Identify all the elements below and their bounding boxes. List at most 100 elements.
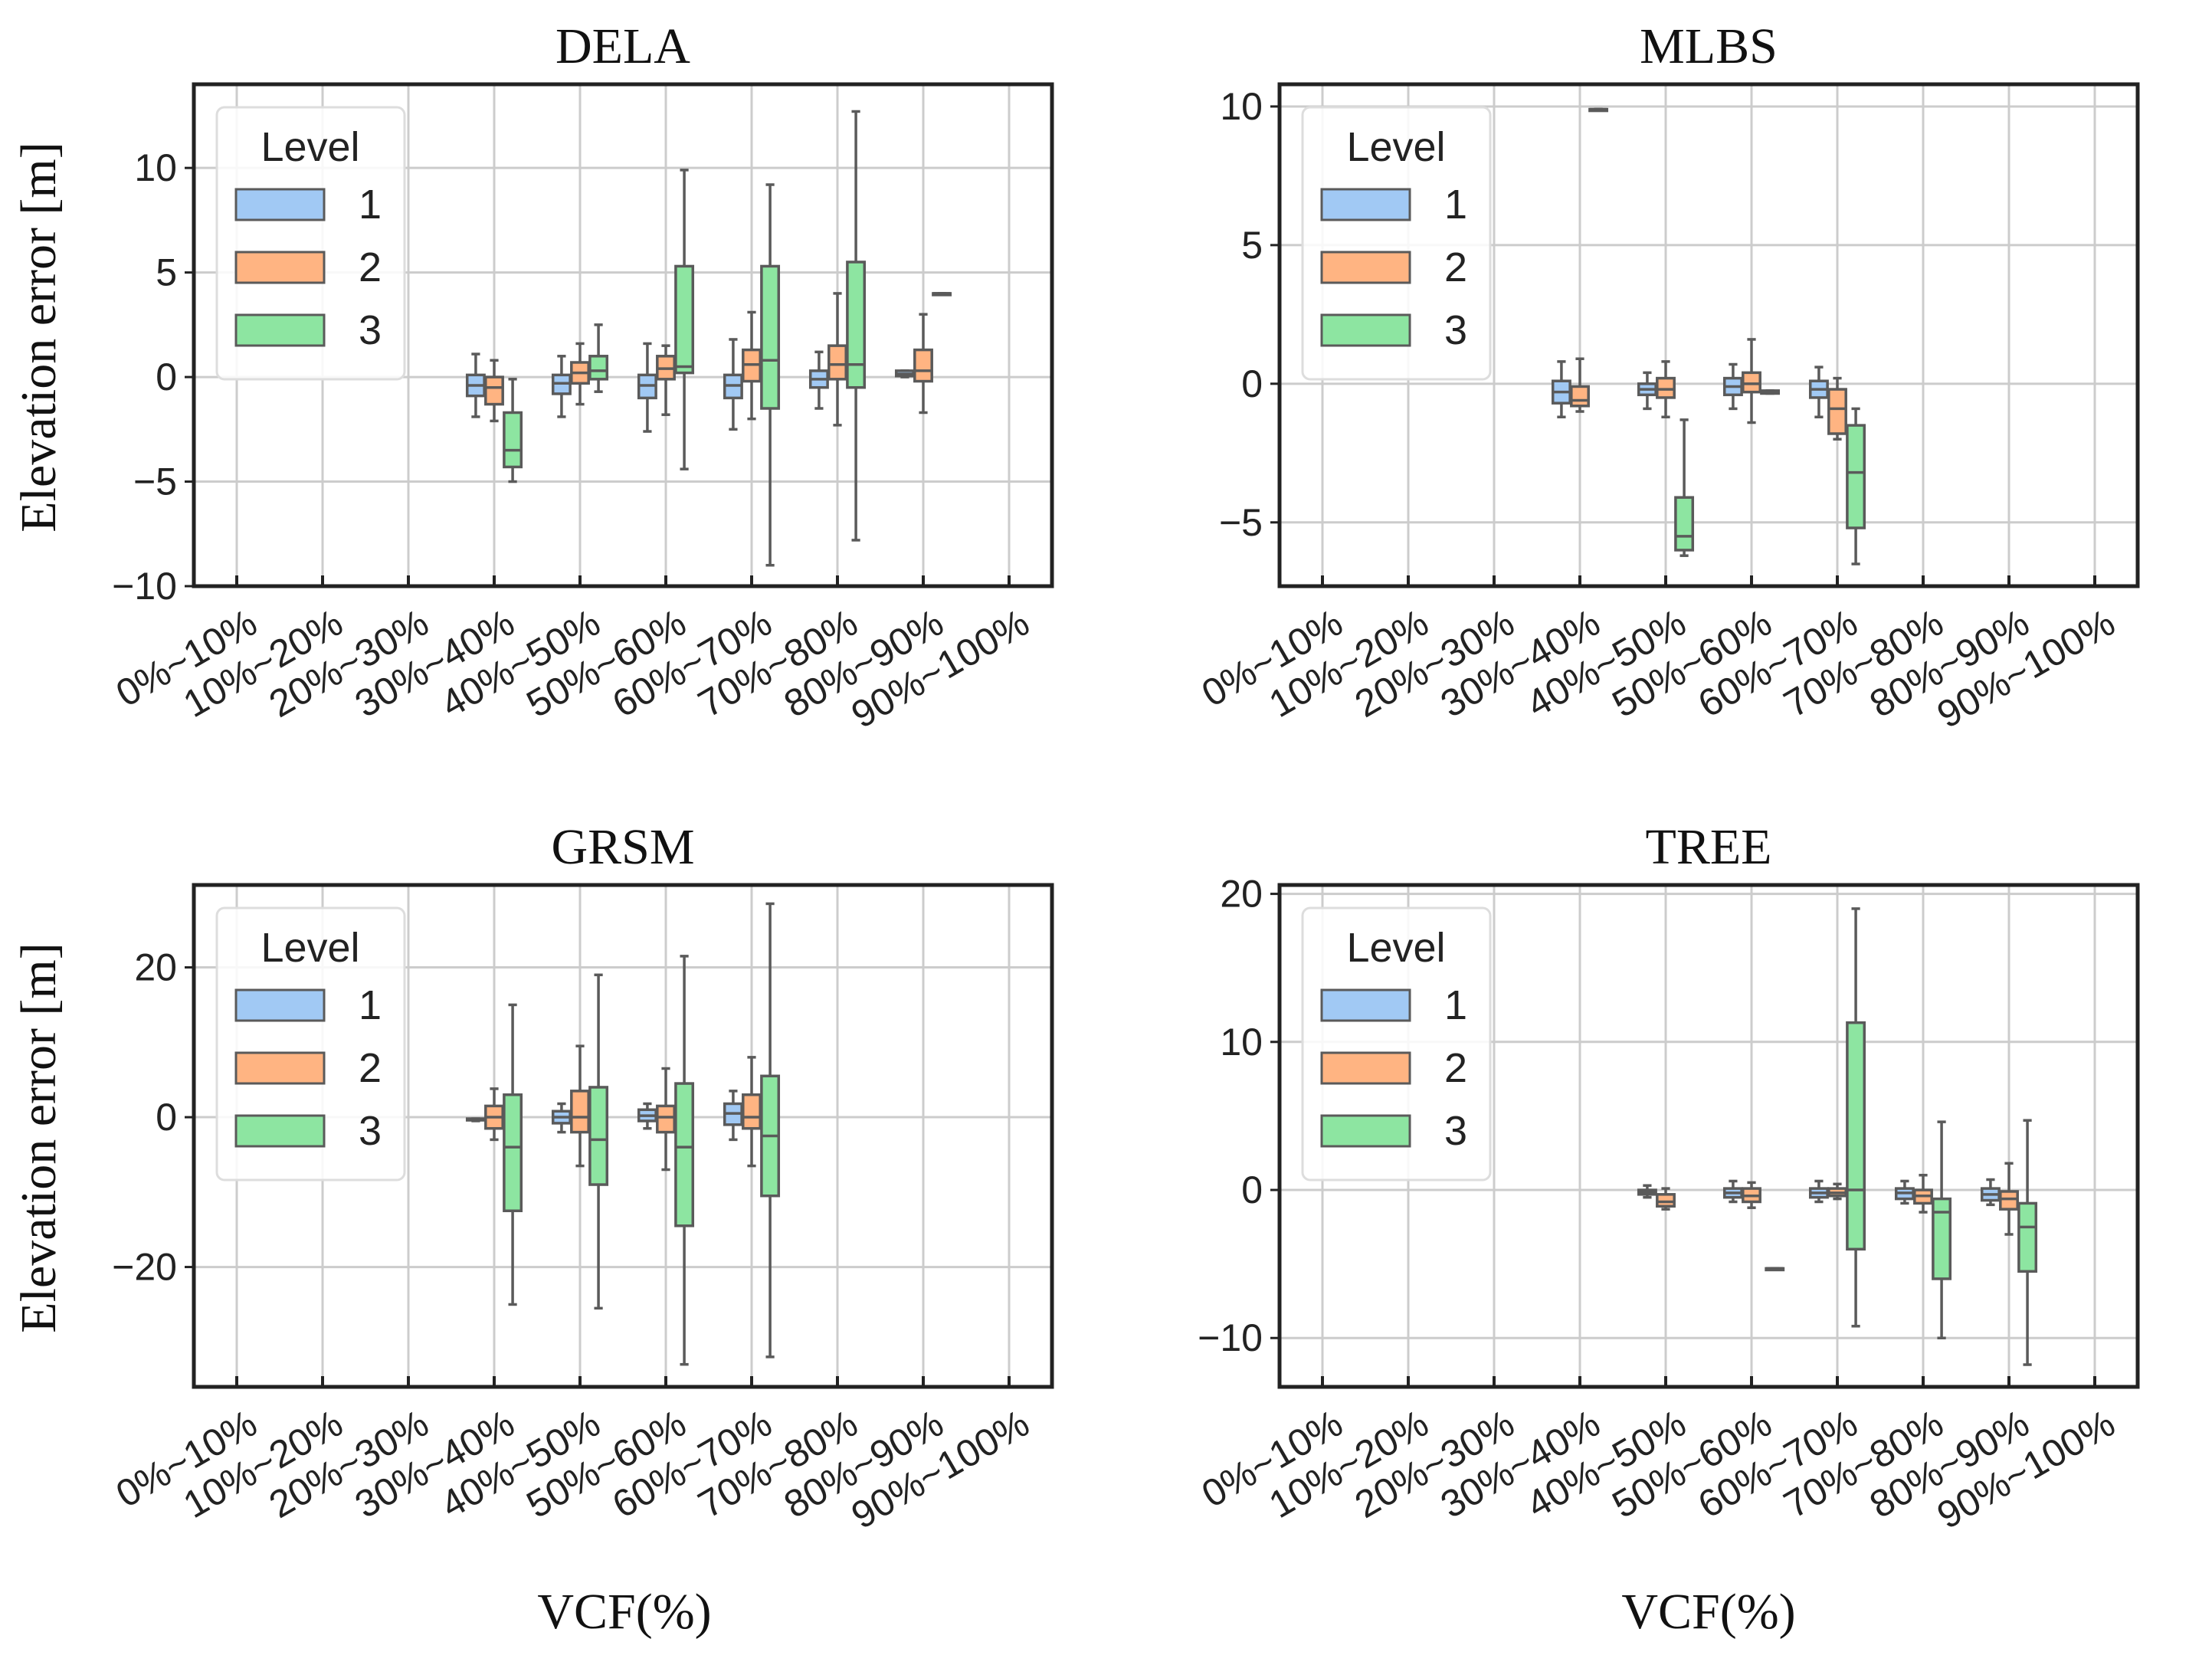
box-dela-level1-cat8: [894, 369, 915, 379]
box-dela-level3-cat4: [588, 323, 609, 393]
plot-frame: [192, 82, 1054, 588]
y-tick-label: 10: [1220, 85, 1263, 128]
legend-label-level3: 3: [359, 307, 382, 353]
legend-swatch-level3: [1320, 1114, 1411, 1148]
box-iqr: [674, 264, 695, 375]
box-iqr: [674, 1082, 695, 1227]
legend-label-level3: 3: [359, 1108, 382, 1154]
box-iqr: [484, 375, 504, 406]
legend-label-level1: 1: [1444, 982, 1467, 1028]
box-iqr: [846, 261, 867, 389]
box-dela-level2-cat6: [742, 310, 762, 421]
box-iqr: [1742, 371, 1761, 394]
box-dela-level3-cat7: [846, 110, 867, 542]
plot-frame: [1277, 883, 2140, 1389]
legend-title: Level: [1346, 124, 1445, 170]
box-tree-level3-cat6: [1846, 907, 1866, 1328]
legend-swatch-level1: [1320, 988, 1411, 1022]
legend-swatch-level2: [234, 1051, 326, 1085]
box-mlbs-level3-cat4: [1674, 418, 1695, 557]
box-grsm-level2-cat5: [656, 1067, 676, 1172]
box-iqr: [1846, 424, 1866, 529]
legend-label-level3: 3: [1444, 307, 1467, 353]
legend-box: [215, 906, 406, 1182]
y-tick-label: 20: [1220, 873, 1263, 916]
box-grsm-level1-cat3: [465, 1117, 486, 1123]
legend-swatch-level3: [234, 313, 326, 347]
box-mlbs-level2-cat5: [1742, 338, 1761, 424]
box-tree-level3-cat7: [1932, 1120, 1952, 1339]
chart-title: GRSM: [551, 819, 694, 875]
box-mlbs-level3-cat5: [1760, 389, 1781, 395]
plot-frame: [192, 883, 1054, 1389]
box-dela-level1-cat5: [637, 342, 657, 433]
box-iqr: [503, 411, 523, 469]
box-tree-level1-cat4: [1637, 1184, 1657, 1199]
legend-swatch-level1: [234, 188, 326, 221]
box-grsm-level3-cat6: [760, 902, 781, 1359]
box-grsm-level1-cat6: [723, 1090, 743, 1142]
box-mlbs-level2-cat6: [1827, 376, 1847, 441]
box-iqr: [1656, 376, 1676, 399]
box-iqr: [1570, 385, 1590, 408]
y-tick-label: −5: [133, 460, 177, 503]
box-mlbs-level1-cat6: [1808, 365, 1829, 419]
y-axis-label-top: Elevation error [m]: [11, 142, 67, 532]
box-dela-level3-cat8: [932, 292, 952, 297]
box-iqr: [2017, 1201, 2038, 1273]
box-mlbs-level2-cat4: [1656, 360, 1676, 419]
box-dela-level2-cat7: [827, 292, 847, 427]
box-iqr: [570, 1090, 590, 1134]
y-tick-label: 10: [1220, 1021, 1263, 1064]
legend-swatch-level2: [1320, 1051, 1411, 1085]
box-tree-level2-cat5: [1765, 1267, 1785, 1272]
legend-label-level2: 2: [1444, 244, 1467, 290]
legend-title: Level: [261, 124, 359, 170]
box-iqr: [1674, 496, 1695, 552]
box-grsm-level3-cat3: [503, 1003, 523, 1306]
box-dela-level3-cat5: [674, 169, 695, 470]
legend-swatch-level3: [1320, 313, 1411, 347]
chart-panel-dela: DELA−10−505100%~10%10%~20%20%~30%30%~40%…: [109, 18, 1054, 736]
y-tick-label: 20: [134, 946, 177, 989]
box-grsm-level1-cat5: [637, 1102, 657, 1130]
box-dela-level2-cat3: [484, 359, 504, 423]
y-tick-label: −10: [112, 565, 177, 608]
y-tick-label: 10: [134, 146, 177, 189]
legend-title: Level: [1346, 925, 1445, 971]
legend-label-level2: 2: [359, 244, 382, 290]
legend-box: [1301, 106, 1492, 381]
y-tick-label: 0: [156, 356, 177, 398]
legend-label-level1: 1: [1444, 182, 1467, 228]
y-tick-label: 0: [1241, 362, 1263, 405]
box-iqr: [827, 344, 847, 381]
legend-label-level3: 3: [1444, 1108, 1467, 1154]
legend-swatch-level2: [234, 251, 326, 284]
box-iqr: [588, 355, 609, 381]
box-mlbs-level3-cat6: [1846, 407, 1866, 565]
box-dela-level1-cat6: [723, 338, 743, 431]
box-mlbs-level1-cat3: [1551, 360, 1571, 419]
x-axis-label-left: VCF(%): [537, 1584, 711, 1640]
legend-swatch-level2: [1320, 251, 1411, 284]
legend-label-level1: 1: [359, 182, 382, 228]
box-iqr: [1656, 1193, 1676, 1208]
y-axis-label-bottom: Elevation error [m]: [11, 942, 67, 1332]
y-tick-label: 0: [1241, 1168, 1263, 1211]
box-mlbs-level3-cat3: [1588, 107, 1609, 113]
box-tree-level2-cat7: [1913, 1173, 1933, 1214]
box-dela-level3-cat3: [503, 378, 523, 483]
box-grsm-level2-cat4: [570, 1044, 590, 1168]
legend: Level 1 2 3: [1301, 106, 1492, 381]
box-tree-level2-cat4: [1656, 1187, 1676, 1211]
legend-swatch-level1: [1320, 188, 1411, 221]
box-tree-level2-cat8: [1999, 1162, 2019, 1236]
legend-box: [215, 106, 406, 381]
box-dela-level1-cat3: [465, 352, 486, 418]
box-iqr: [1999, 1190, 2019, 1211]
legend-swatch-level3: [234, 1114, 326, 1148]
box-tree-level3-cat8: [2017, 1119, 2038, 1366]
legend-label-level1: 1: [359, 982, 382, 1028]
